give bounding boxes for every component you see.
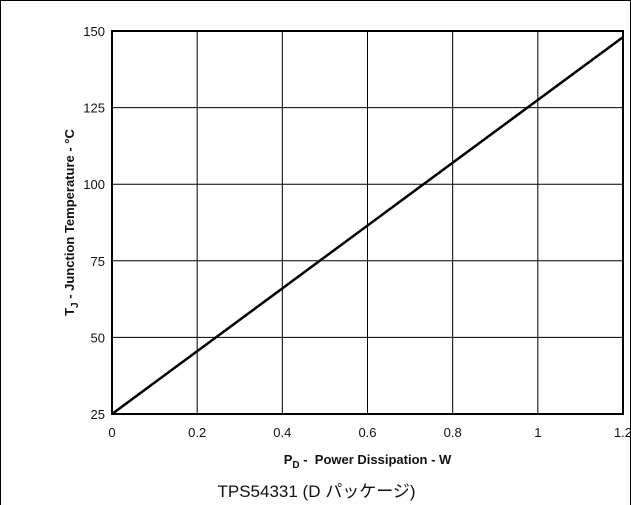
y-tick-label: 75	[91, 254, 105, 269]
x-tick-label: 0.2	[188, 425, 206, 440]
series-layer	[111, 36, 624, 416]
series-line	[111, 36, 624, 416]
x-tick-labels: 0 0.2 0.4 0.6 0.8 1 1.2	[108, 425, 631, 440]
y-axis-subscript: J	[70, 302, 81, 308]
figure-caption: TPS54331 (D パッケージ)	[217, 482, 416, 501]
chart-svg: 0 0.2 0.4 0.6 0.8 1 1.2 25 50 75 100 125 150 PD - P…	[62, 24, 631, 471]
x-tick-label: 1.2	[614, 425, 631, 440]
plot-frame	[111, 30, 624, 415]
x-axis-text: - Power Dissipation - W	[300, 452, 452, 467]
x-axis-subscript: D	[292, 460, 299, 471]
x-tick-label: 0.6	[358, 425, 376, 440]
y-tick-label: 125	[83, 101, 105, 116]
x-axis-title: PD - Power Dissipation - W	[284, 452, 452, 471]
x-tick-label: 0.4	[273, 425, 291, 440]
y-axis-title: TJ - Junction Temperature - °C	[62, 129, 81, 316]
y-axis-text: - Junction Temperature - °C	[62, 129, 77, 303]
x-tick-label: 0.8	[444, 425, 462, 440]
y-tick-labels: 25 50 75 100 125 150	[83, 24, 105, 422]
y-tick-label: 50	[91, 330, 105, 345]
y-tick-label: 100	[83, 177, 105, 192]
y-tick-label: 150	[83, 24, 105, 39]
x-tick-label: 1	[534, 425, 541, 440]
x-tick-label: 0	[108, 425, 115, 440]
x-axis-symbol: P	[284, 452, 293, 467]
y-axis-symbol: T	[62, 308, 77, 316]
y-tick-label: 25	[91, 407, 105, 422]
